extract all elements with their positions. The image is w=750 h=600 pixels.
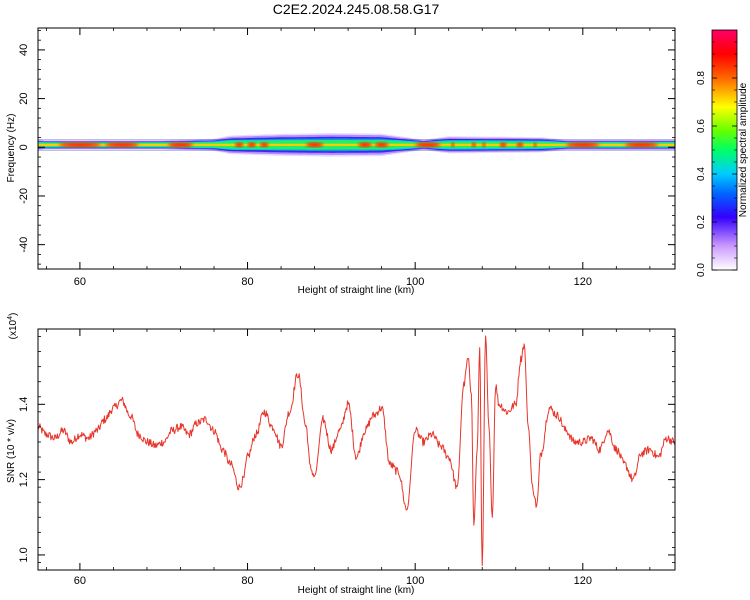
colorbar-ticks: 0.0 0.2 0.4 0.6 0.8 xyxy=(696,41,737,277)
snr-y-tick-label: 1.0 xyxy=(18,547,30,562)
band-peak xyxy=(482,142,486,148)
band-peak xyxy=(374,142,389,148)
snr-plot-area xyxy=(38,329,675,570)
spectrogram-panel: 60 80 100 120 40 20 0 -20 -40 Height of straigh… xyxy=(6,27,676,296)
band-peak xyxy=(471,142,476,148)
figure-title: C2E2.2024.245.08.58.G17 xyxy=(273,1,440,17)
band-peak xyxy=(415,142,441,148)
band-peak xyxy=(358,142,372,148)
colorbar-tick-label: 0.4 xyxy=(696,167,707,181)
snr-panel: 60 80 100 120 1.0 1.2 1.4 Height of straight … xyxy=(6,313,676,596)
spectrogram-x-tick-label: 60 xyxy=(74,276,86,288)
band-peak xyxy=(260,142,269,148)
snr-x-tick-label: 80 xyxy=(241,575,253,587)
spectrogram-y-tick-label: -40 xyxy=(18,237,30,253)
band-peak xyxy=(624,142,659,148)
band-peak xyxy=(499,142,507,148)
snr-x-tick-label: 60 xyxy=(74,575,86,587)
band-peak xyxy=(533,142,537,148)
snr-multiplier-close: ) xyxy=(8,313,19,316)
snr-x-ticks: 60 80 100 120 xyxy=(45,329,651,587)
band-peak xyxy=(234,142,244,148)
snr-x-label: Height of straight line (km) xyxy=(298,585,415,596)
band-peak xyxy=(306,142,323,148)
spectrogram-x-label: Height of straight line (km) xyxy=(298,285,415,296)
spectrogram-y-tick-label: 0 xyxy=(18,144,30,150)
band-peak xyxy=(566,142,600,148)
band-peak xyxy=(451,142,455,148)
colorbar-label: Normalized spectral amplitude xyxy=(738,82,749,217)
spectrogram-y-tick-label: 20 xyxy=(18,92,30,104)
band-peak xyxy=(247,142,256,148)
spectrogram-x-tick-label: 100 xyxy=(406,276,424,288)
colorbar-tick-label: 0.2 xyxy=(696,215,707,229)
snr-x-tick-label: 120 xyxy=(574,575,592,587)
spectrogram-y-tick-label: 40 xyxy=(18,44,30,56)
band-peak xyxy=(516,142,524,148)
snr-y-ticks: 1.0 1.2 1.4 xyxy=(18,336,675,563)
spectrogram-x-ticks: 60 80 100 120 xyxy=(45,28,651,288)
spectrogram-band xyxy=(38,133,675,157)
colorbar-tick-label: 0.0 xyxy=(696,263,707,277)
snr-multiplier-base: (x10 xyxy=(8,319,19,339)
svg-text:(x104): (x104) xyxy=(7,313,19,340)
band-peak xyxy=(167,142,194,148)
snr-multiplier-exponent: 4 xyxy=(7,316,14,320)
spectrogram-y-label: Frequency (Hz) xyxy=(6,114,17,183)
colorbar-tick-label: 0.8 xyxy=(696,71,707,85)
snr-frame xyxy=(37,328,676,571)
snr-x-tick-label: 100 xyxy=(406,575,424,587)
snr-multiplier: (x104) xyxy=(7,313,19,340)
spectrogram-y-ticks: 40 20 0 -20 -40 xyxy=(18,30,675,265)
band-peak xyxy=(58,142,101,148)
colorbar: 0.0 0.2 0.4 0.6 0.8 Normalized spectral ampl… xyxy=(696,29,749,277)
colorbar-gradient xyxy=(712,30,737,270)
spectrogram-frame xyxy=(37,27,676,270)
snr-y-label: SNR (10 * v/v) xyxy=(6,419,17,483)
colorbar-tick-label: 0.6 xyxy=(696,119,707,133)
snr-y-tick-label: 1.2 xyxy=(18,472,30,487)
spectrogram-y-tick-label: -20 xyxy=(18,188,30,204)
spectrogram-x-tick-label: 80 xyxy=(241,276,253,288)
spectrogram-x-tick-label: 120 xyxy=(574,276,592,288)
snr-series-line xyxy=(38,335,675,567)
band-core-yellow xyxy=(38,143,675,146)
snr-y-tick-label: 1.4 xyxy=(18,397,30,412)
band-peak xyxy=(105,142,139,148)
